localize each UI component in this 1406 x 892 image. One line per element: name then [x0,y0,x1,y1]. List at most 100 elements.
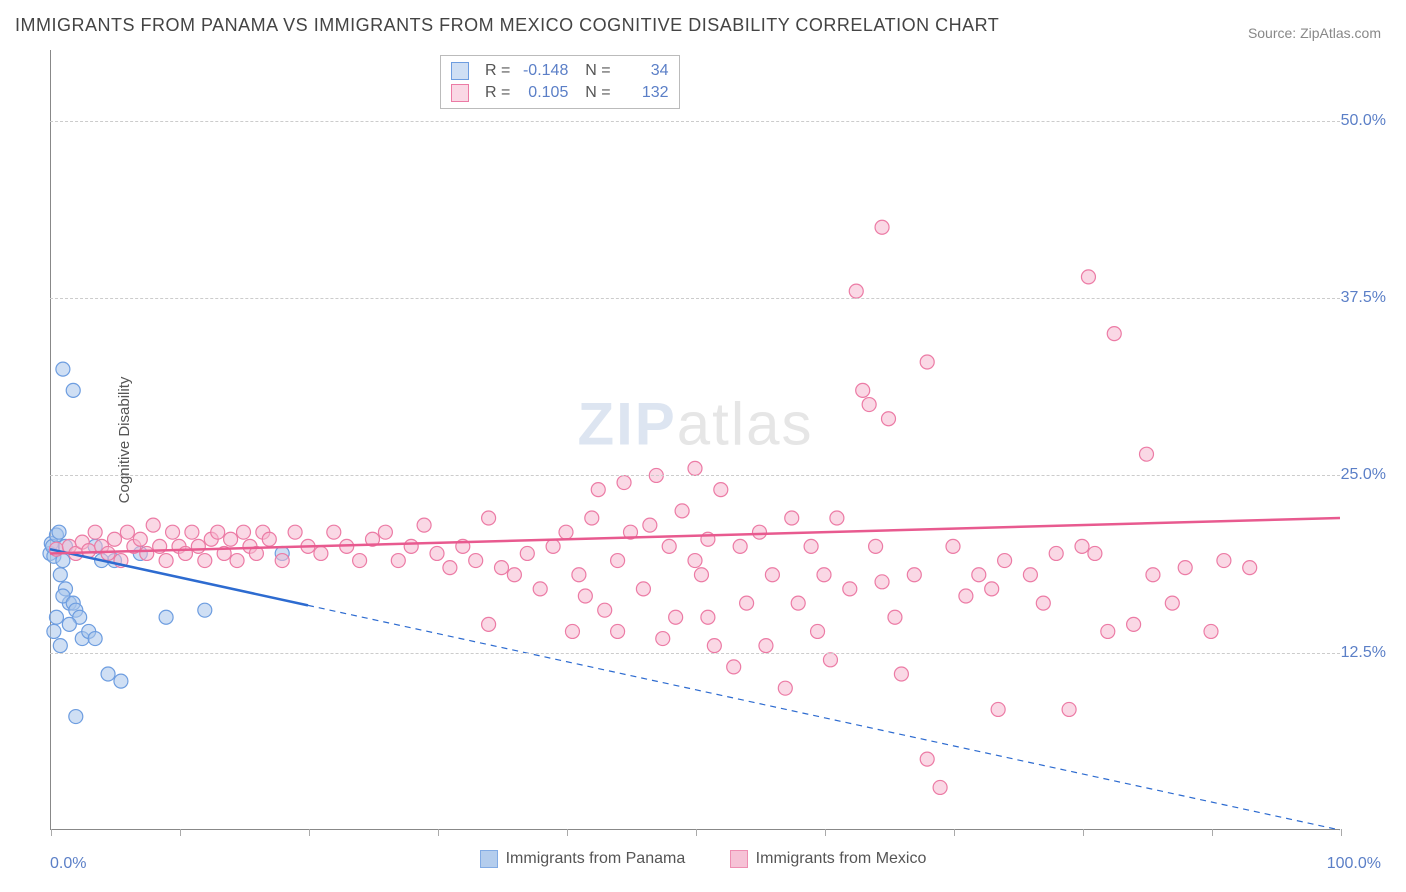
data-point [817,568,831,582]
data-point [159,610,173,624]
x-tick [1083,829,1084,836]
legend-item-panama: Immigrants from Panama [480,850,686,868]
data-point [140,546,154,560]
data-point [275,554,289,568]
r-value-panama: -0.148 [518,62,568,80]
r-label: R = [485,84,510,102]
data-point [591,483,605,497]
y-tick-label: 25.0% [1341,466,1386,484]
data-point [972,568,986,582]
r-value-mexico: 0.105 [518,84,568,102]
data-point [740,596,754,610]
data-point [443,561,457,575]
data-point [101,546,115,560]
data-point [875,575,889,589]
data-point [985,582,999,596]
data-point [108,532,122,546]
data-point [1101,624,1115,638]
data-point [69,710,83,724]
data-point [378,525,392,539]
swatch-mexico [730,850,748,868]
data-point [546,539,560,553]
data-point [1036,596,1050,610]
data-point [88,632,102,646]
data-point [823,653,837,667]
data-point [785,511,799,525]
gridline [50,298,1340,299]
legend-item-mexico: Immigrants from Mexico [730,850,927,868]
data-point [991,702,1005,716]
data-point [146,518,160,532]
data-point [643,518,657,532]
data-point [88,525,102,539]
data-point [811,624,825,638]
data-point [875,220,889,234]
data-point [1204,624,1218,638]
data-point [47,624,61,638]
chart-svg [50,50,1340,830]
data-point [185,525,199,539]
data-point [327,525,341,539]
x-tick [1341,829,1342,836]
data-point [701,610,715,624]
data-point [733,539,747,553]
data-point [611,554,625,568]
data-point [120,525,134,539]
data-point [1217,554,1231,568]
data-point [869,539,883,553]
data-point [237,525,251,539]
data-point [894,667,908,681]
data-point [920,752,934,766]
data-point [417,518,431,532]
data-point [804,539,818,553]
data-point [688,461,702,475]
x-tick [51,829,52,836]
swatch-mexico [451,84,469,102]
data-point [585,511,599,525]
data-point [1178,561,1192,575]
data-point [688,554,702,568]
data-point [598,603,612,617]
data-point [1049,546,1063,560]
data-point [759,639,773,653]
bottom-legend: Immigrants from Panama Immigrants from M… [0,850,1406,873]
data-point [1127,617,1141,631]
data-point [727,660,741,674]
data-point [53,639,67,653]
gridline [50,121,1340,122]
data-point [565,624,579,638]
stats-row-mexico: R = 0.105 N = 132 [451,82,669,104]
data-point [114,674,128,688]
n-value-mexico: 132 [619,84,669,102]
n-label: N = [576,62,610,80]
data-point [572,568,586,582]
data-point [669,610,683,624]
stats-legend: R = -0.148 N = 34 R = 0.105 N = 132 [440,55,680,109]
data-point [1243,561,1257,575]
data-point [1081,270,1095,284]
data-point [191,539,205,553]
data-point [211,525,225,539]
data-point [907,568,921,582]
data-point [1107,327,1121,341]
x-tick [309,829,310,836]
data-point [230,554,244,568]
data-point [314,546,328,560]
data-point [288,525,302,539]
data-point [495,561,509,575]
x-tick [438,829,439,836]
legend-label-panama: Immigrants from Panama [506,850,686,868]
y-tick-label: 37.5% [1341,289,1386,307]
data-point [198,554,212,568]
data-point [1146,568,1160,582]
data-point [507,568,521,582]
data-point [714,483,728,497]
data-point [224,532,238,546]
data-point [862,398,876,412]
data-point [1088,546,1102,560]
data-point [262,532,276,546]
data-point [159,554,173,568]
data-point [694,568,708,582]
data-point [520,546,534,560]
data-point [656,632,670,646]
